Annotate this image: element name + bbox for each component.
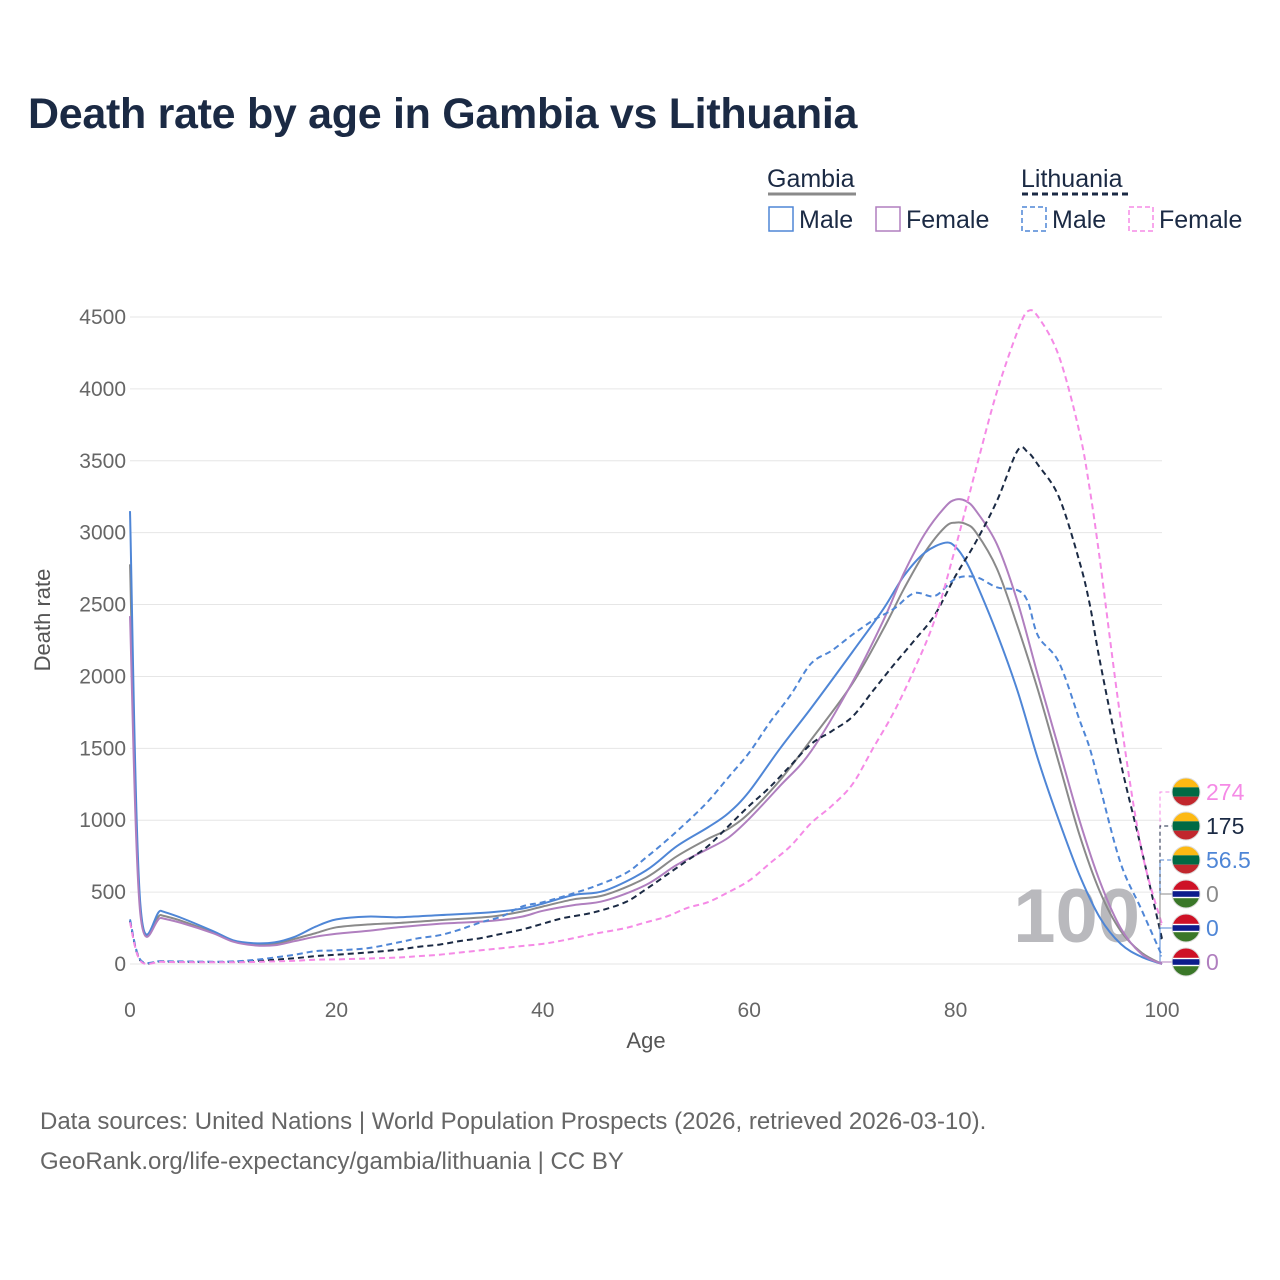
end-label-value: 0 (1206, 881, 1219, 907)
legend-item-lithuania-female[interactable]: Female (1128, 206, 1242, 234)
series-line-gambia-female[interactable] (129, 498, 1163, 965)
y-tick-label-1500: 1500 (79, 737, 126, 760)
end-label-gambia-total: 0 (1159, 879, 1219, 965)
y-tick-label-4000: 4000 (79, 378, 126, 401)
x-tick-label-0: 0 (124, 999, 136, 1022)
x-axis-ticks: 0 20 40 60 80 100 (124, 999, 1179, 1022)
legend-swatch-gambia-male (768, 206, 794, 232)
legend-label-lithuania-male: Male (1052, 206, 1106, 234)
legend-group-lithuania: Lithuania (1021, 165, 1123, 193)
y-tick-label-3000: 3000 (79, 522, 126, 545)
end-labels: 274 175 56.5 0 0 0 (1159, 777, 1251, 977)
y-tick-label-4500: 4500 (79, 306, 126, 329)
legend: Gambia Lithuania Male Female Male Female (767, 165, 1242, 234)
x-axis-label: Age (626, 1028, 665, 1053)
series (129, 309, 1163, 965)
legend-swatch-gambia-female (875, 206, 901, 232)
lithuania-flag-icon (1172, 778, 1200, 806)
series-line-lithuania-female[interactable] (129, 309, 1163, 965)
lithuania-flag-icon (1172, 846, 1200, 874)
end-label-gambia-female: 0 (1159, 947, 1219, 977)
lithuania-flag-icon (1172, 812, 1200, 840)
series-line-gambia-male[interactable] (129, 511, 1163, 965)
end-label-connector (1159, 927, 1172, 965)
legend-label-lithuania-female: Female (1159, 206, 1242, 234)
footer-sources: Data sources: United Nations | World Pop… (40, 1108, 987, 1135)
x-tick-label-80: 80 (944, 999, 967, 1022)
y-tick-label-2500: 2500 (79, 594, 126, 617)
end-label-lithuania-total: 175 (1159, 811, 1244, 940)
footer-link: GeoRank.org/life-expectancy/gambia/lithu… (40, 1148, 624, 1175)
end-label-value: 175 (1206, 813, 1244, 839)
end-label-connector (1159, 961, 1172, 965)
end-label-value: 0 (1206, 915, 1219, 941)
y-tick-label-3500: 3500 (79, 450, 126, 473)
chart-title: Death rate by age in Gambia vs Lithuania (28, 90, 858, 138)
legend-swatch-lithuania-male (1021, 206, 1047, 232)
series-line-lithuania-male[interactable] (129, 575, 1163, 965)
y-tick-label-2000: 2000 (79, 665, 126, 688)
legend-group-gambia: Gambia (767, 165, 855, 193)
legend-label-gambia-male: Male (799, 206, 853, 234)
y-tick-label-1000: 1000 (79, 809, 126, 832)
legend-item-gambia-female[interactable]: Female (875, 206, 989, 234)
end-label-connector (1159, 859, 1172, 957)
gambia-flag-icon (1172, 948, 1200, 976)
x-tick-label-20: 20 (325, 999, 348, 1022)
year-watermark: 100 (1013, 874, 1140, 959)
x-tick-label-60: 60 (738, 999, 761, 1022)
series-line-lithuania-total[interactable] (129, 445, 1163, 965)
end-label-value: 0 (1206, 949, 1219, 975)
y-axis-ticks: 0 500 1000 1500 2000 2500 3000 3500 4000 4500 (79, 306, 126, 976)
end-label-lithuania-female: 274 (1159, 777, 1245, 926)
end-label-value: 56.5 (1206, 847, 1251, 873)
end-label-value: 274 (1206, 779, 1245, 805)
end-label-connector (1159, 825, 1172, 940)
gambia-flag-icon (1172, 880, 1200, 908)
legend-swatch-lithuania-female (1128, 206, 1154, 232)
legend-label-gambia-female: Female (906, 206, 989, 234)
grid (130, 316, 1162, 965)
y-tick-label-0: 0 (114, 953, 126, 976)
legend-item-gambia-male[interactable]: Male (768, 206, 853, 234)
x-tick-label-40: 40 (531, 999, 554, 1022)
gambia-flag-icon (1172, 914, 1200, 942)
end-label-connector (1159, 791, 1172, 926)
y-tick-label-500: 500 (91, 881, 126, 904)
x-tick-label-100: 100 (1144, 999, 1179, 1022)
end-label-connector (1159, 893, 1172, 965)
end-label-lithuania-male: 56.5 (1159, 845, 1251, 957)
legend-item-lithuania-male[interactable]: Male (1021, 206, 1106, 234)
y-axis-label: Death rate (30, 569, 55, 672)
